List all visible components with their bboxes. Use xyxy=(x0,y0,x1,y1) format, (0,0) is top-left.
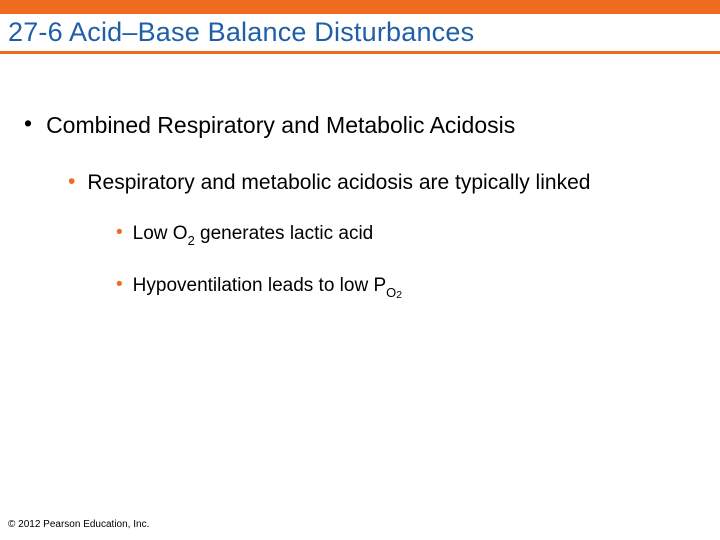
subscript-2: 2 xyxy=(396,290,402,301)
text-post: generates lactic acid xyxy=(195,223,374,244)
bullet-text: Combined Respiratory and Metabolic Acido… xyxy=(46,112,515,139)
text-pre: Low O xyxy=(133,223,188,244)
slide-title: 27-6 Acid–Base Balance Disturbances xyxy=(8,17,720,48)
bullet-level-3: • Hypoventilation leads to low PO2 xyxy=(116,275,700,299)
subscript: 2 xyxy=(188,233,195,248)
title-underline-wrap: 27-6 Acid–Base Balance Disturbances xyxy=(0,14,720,54)
bullet-level-3: • Low O2 generates lactic acid xyxy=(116,223,700,247)
text-pre: Hypoventilation leads to low P xyxy=(133,275,386,296)
bullet-level-1: • Combined Respiratory and Metabolic Aci… xyxy=(20,112,700,139)
subscript-o: O xyxy=(386,285,396,300)
bullet-marker: • xyxy=(68,171,75,192)
bullet-text: Low O2 generates lactic acid xyxy=(133,223,374,247)
content-area: • Combined Respiratory and Metabolic Aci… xyxy=(0,54,720,299)
bullet-marker: • xyxy=(24,112,32,135)
top-accent-bar xyxy=(0,0,720,14)
bullet-marker: • xyxy=(116,223,123,242)
bullet-marker: • xyxy=(116,275,123,294)
bullet-text: Respiratory and metabolic acidosis are t… xyxy=(87,171,590,195)
slide: 27-6 Acid–Base Balance Disturbances • Co… xyxy=(0,0,720,540)
bullet-text: Hypoventilation leads to low PO2 xyxy=(133,275,402,299)
copyright-footer: © 2012 Pearson Education, Inc. xyxy=(8,519,149,530)
bullet-level-2: • Respiratory and metabolic acidosis are… xyxy=(68,171,700,195)
